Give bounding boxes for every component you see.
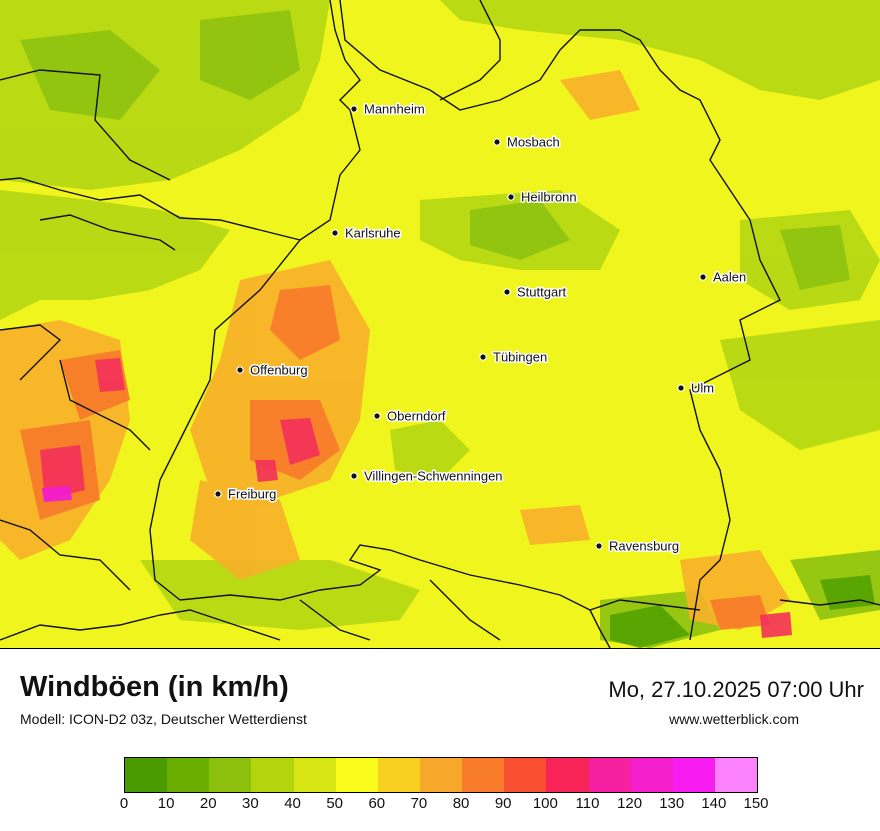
city-dot [350, 105, 358, 113]
legend-swatch [546, 758, 589, 792]
website-link[interactable]: www.wetterblick.com [669, 711, 799, 727]
city-label: Offenburg [250, 363, 308, 378]
city-dot [493, 138, 501, 146]
legend-tick-label: 80 [452, 795, 470, 812]
legend-swatch [588, 758, 631, 792]
legend-swatch [293, 758, 336, 792]
city-label: Villingen-Schwenningen [364, 469, 503, 484]
legend-tick-label: 120 [617, 795, 643, 812]
legend-tick-label: 110 [575, 795, 600, 812]
city-label: Tübingen [493, 350, 547, 365]
city-label: Freiburg [228, 487, 276, 502]
city-label: Karlsruhe [345, 226, 401, 241]
legend-tick-label: 30 [242, 795, 259, 812]
legend-swatch [419, 758, 463, 792]
legend-tick-label: 90 [494, 795, 512, 812]
city-markers: Mannheim Mosbach Heilbronn Karlsruhe Aalen St… [214, 100, 748, 555]
legend-tick-label: 140 [701, 795, 727, 812]
city-dot [479, 353, 487, 361]
city-label: Ulm [691, 381, 714, 396]
city-label: Ravensburg [609, 539, 679, 554]
city-dot [214, 490, 222, 498]
legend-tick-label: 50 [326, 795, 343, 812]
city-dot [331, 229, 339, 237]
legend-swatch [209, 758, 252, 792]
legend-swatch [167, 758, 210, 792]
legend-swatch [251, 758, 294, 792]
city-label: Stuttgart [517, 285, 567, 300]
legend-ticks: 0 10 20 30 40 50 60 70 80 90 100 110 120 130 140 150 [120, 795, 769, 815]
city-dot [595, 542, 603, 550]
city-dot [699, 273, 707, 281]
legend-tick-label: 0 [119, 795, 129, 812]
legend-swatch [462, 758, 505, 792]
legend-swatch [125, 758, 168, 792]
legend-tick-label: 150 [743, 795, 769, 812]
legend-swatch [672, 758, 715, 792]
city-label: Mannheim [364, 102, 425, 117]
city-dot [507, 193, 515, 201]
legend-swatch [377, 758, 420, 792]
city-label: Aalen [713, 270, 746, 285]
legend-tick-label: 70 [410, 795, 428, 812]
legend-tick-label: 60 [368, 795, 386, 812]
legend-swatch [335, 758, 378, 792]
city-label: Oberndorf [387, 409, 446, 424]
forecast-datetime: Mo, 27.10.2025 07:00 Uhr [608, 677, 864, 702]
legend-swatch [504, 758, 547, 792]
legend-tick-label: 20 [199, 795, 217, 812]
city-dot [373, 412, 381, 420]
legend-swatch [714, 758, 758, 792]
map-title: Windböen (in km/h) [20, 671, 289, 703]
city-dot [503, 288, 511, 296]
legend-tick-label: 10 [157, 795, 175, 812]
model-source: Modell: ICON-D2 03z, Deutscher Wetterdie… [20, 711, 307, 727]
city-dot [350, 472, 358, 480]
city-dot [677, 384, 685, 392]
color-legend [124, 757, 758, 793]
legend-tick-label: 40 [284, 795, 301, 812]
city-dot [236, 366, 244, 374]
legend-tick-label: 130 [659, 795, 685, 812]
footer: Windböen (in km/h) Modell: ICON-D2 03z, … [0, 648, 880, 831]
city-label: Mosbach [507, 135, 560, 150]
city-label: Heilbronn [521, 190, 577, 205]
legend-swatch [630, 758, 673, 792]
wind-gust-map: Mannheim Mosbach Heilbronn Karlsruhe Aalen St… [0, 0, 880, 648]
legend-tick-label: 100 [532, 795, 558, 812]
